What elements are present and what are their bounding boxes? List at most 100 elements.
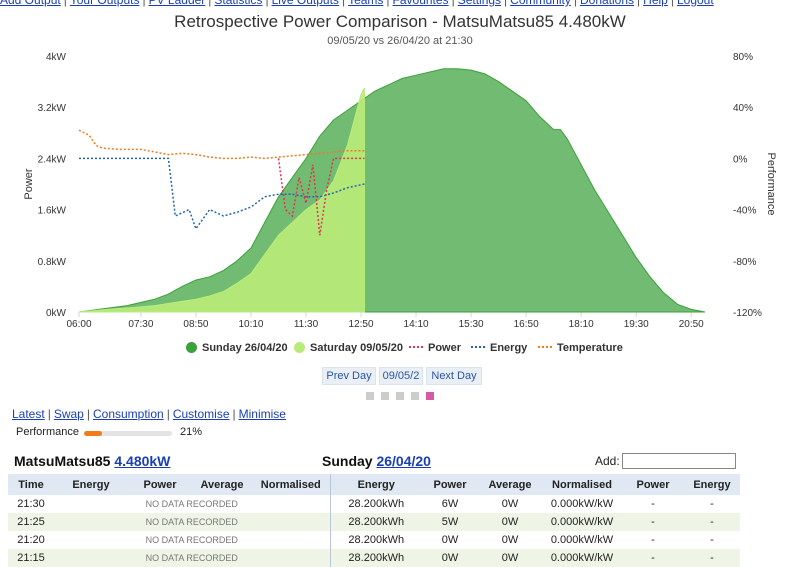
cell-time: 21:20 — [17, 534, 45, 546]
nav-link-add-output[interactable]: Add Output — [0, 0, 61, 7]
x-tick: 18:10 — [569, 319, 594, 330]
y-tick-left: 4kW — [46, 52, 67, 63]
latest-link[interactable]: Latest — [12, 407, 45, 421]
column-header[interactable]: Normalised — [542, 474, 622, 495]
cell-normalised: 0.000kW/kW — [542, 513, 622, 531]
cell-power2: - — [651, 498, 655, 510]
nav-link-logout[interactable]: Logout — [676, 0, 714, 7]
legend-item-sunday[interactable]: Sunday 26/04/20 — [186, 342, 288, 354]
legend-marker-sunday — [186, 342, 197, 353]
column-header[interactable]: Power — [622, 474, 684, 495]
table-row: 21:30 NO DATA RECORDED 28.200kWh 6W 0W 0… — [8, 495, 740, 513]
chart-lines — [78, 129, 365, 236]
swap-link[interactable]: Swap — [53, 407, 84, 421]
cell-energy: 28.200kWh — [329, 531, 422, 549]
column-header[interactable]: Power — [128, 474, 192, 495]
cell-power: 0W — [441, 534, 459, 546]
table-row: 21:25 NO DATA RECORDED 28.200kWh 5W 0W 0… — [8, 513, 740, 531]
cell-energy2: - — [710, 498, 714, 510]
column-header[interactable]: Average — [478, 474, 542, 495]
chart-subtitle: 09/05/20 vs 26/04/20 at 21:30 — [327, 35, 473, 47]
legend-item-energy[interactable]: Energy — [471, 342, 527, 354]
x-tick: 07:30 — [128, 319, 153, 330]
customise-link[interactable]: Customise — [172, 407, 230, 421]
series-temperature-line[interactable] — [78, 129, 365, 160]
cell-energy2: - — [684, 549, 740, 567]
page-dot-active[interactable] — [426, 392, 434, 400]
next-day-button[interactable]: Next Day — [426, 367, 482, 385]
nav-link-favourites[interactable]: Favourites — [392, 0, 449, 7]
nav-link-live-outputs[interactable]: Live Outputs — [271, 0, 339, 7]
consumption-link[interactable]: Consumption — [92, 407, 164, 421]
performance-label: Performance — [16, 426, 79, 438]
cell-energy2: - — [684, 513, 740, 531]
x-tick: 20:50 — [679, 319, 704, 330]
series-power-line[interactable] — [277, 157, 365, 236]
cell-power: 0W — [422, 549, 478, 567]
minimise-link[interactable]: Minimise — [238, 407, 286, 421]
nav-link-settings[interactable]: Settings — [457, 0, 502, 7]
column-header[interactable]: Average — [192, 474, 252, 495]
top-navigation: Add Output | Your Outputs | PV Ladder | Statis… — [0, 0, 800, 7]
y-tick-right: -80% — [733, 257, 756, 268]
x-tick: 08:50 — [183, 319, 208, 330]
compare-date-link[interactable]: 26/04/20 — [376, 453, 431, 469]
legend-item-temperature[interactable]: Temperature — [538, 342, 623, 354]
cell-power2: - — [622, 549, 684, 567]
column-header[interactable]: Energy — [329, 474, 422, 495]
y-tick-right: -120% — [733, 308, 762, 319]
page-dot[interactable] — [411, 392, 419, 400]
column-header[interactable]: Power — [422, 474, 478, 495]
y-axis-right-label: Performance — [765, 153, 777, 216]
cell-normalised: 0.000kW/kW — [550, 498, 614, 510]
series-saturday-area[interactable] — [78, 87, 365, 313]
cell-power: 5W — [422, 513, 478, 531]
chart-legend: Sunday 26/04/20 Saturday 09/05/20 Power … — [0, 342, 800, 356]
y-tick-right: 40% — [733, 103, 753, 114]
cell-energy: 28.200kWh — [329, 513, 422, 531]
page-dot[interactable] — [396, 392, 404, 400]
column-header[interactable]: Normalised — [252, 474, 330, 495]
nav-link-your-outputs[interactable]: Your Outputs — [69, 0, 140, 7]
add-label: Add: — [595, 454, 620, 468]
performance-bar-fill — [84, 431, 103, 436]
system-size-link[interactable]: 4.480kW — [114, 453, 171, 469]
system-name: MatsuMatsu85 — [14, 453, 111, 469]
series-energy-line[interactable] — [79, 157, 365, 231]
column-header[interactable]: Energy — [54, 474, 128, 495]
y-tick-right: 80% — [733, 52, 753, 63]
cell-time: 21:15 — [8, 549, 54, 567]
performance-bar — [84, 431, 172, 436]
view-links: Latest | Swap | Consumption | Customise | Minimi… — [12, 407, 286, 421]
nav-link-community[interactable]: Community — [510, 0, 571, 7]
compare-day-name: Sunday — [322, 453, 373, 469]
current-day-button[interactable]: 09/05/2 — [379, 367, 423, 385]
page-dot[interactable] — [381, 392, 389, 400]
compare-day-heading: Sunday 26/04/20 — [322, 453, 431, 469]
legend-label-power: Power — [428, 342, 462, 354]
cell-average: 0W — [501, 534, 519, 546]
add-input[interactable] — [622, 453, 736, 469]
cell-power: 6W — [441, 498, 459, 510]
nav-link-help[interactable]: Help — [643, 0, 668, 7]
x-tick: 11:30 — [294, 319, 319, 330]
cell-energy: 28.200kWh — [329, 495, 422, 513]
legend-item-power[interactable]: Power — [409, 342, 461, 354]
table-row: 21:15 NO DATA RECORDED 28.200kWh 0W 0W 0… — [8, 549, 740, 567]
cell-no-data: NO DATA RECORDED — [54, 549, 330, 567]
prev-day-button[interactable]: Prev Day — [322, 367, 376, 385]
nav-link-donations[interactable]: Donations — [579, 0, 635, 7]
x-tick: 14:10 — [404, 319, 429, 330]
nav-link-pv-ladder[interactable]: PV Ladder — [148, 0, 206, 7]
nav-link-statistics[interactable]: Statistics — [214, 0, 263, 7]
column-header[interactable]: Time — [8, 474, 54, 495]
x-tick: 12:50 — [349, 319, 374, 330]
series-sunday-area[interactable] — [78, 68, 706, 313]
cell-no-data: NO DATA RECORDED — [145, 535, 238, 545]
y-axis-left: 0kW 0.8kW 1.6kW 2.4kW 3.2kW 4kW — [38, 52, 67, 319]
cell-average: 0W — [501, 498, 519, 510]
legend-item-saturday[interactable]: Saturday 09/05/20 — [294, 342, 403, 354]
column-header[interactable]: Energy — [684, 474, 740, 495]
page-dot[interactable] — [366, 392, 374, 400]
nav-link-teams[interactable]: Teams — [348, 0, 384, 7]
